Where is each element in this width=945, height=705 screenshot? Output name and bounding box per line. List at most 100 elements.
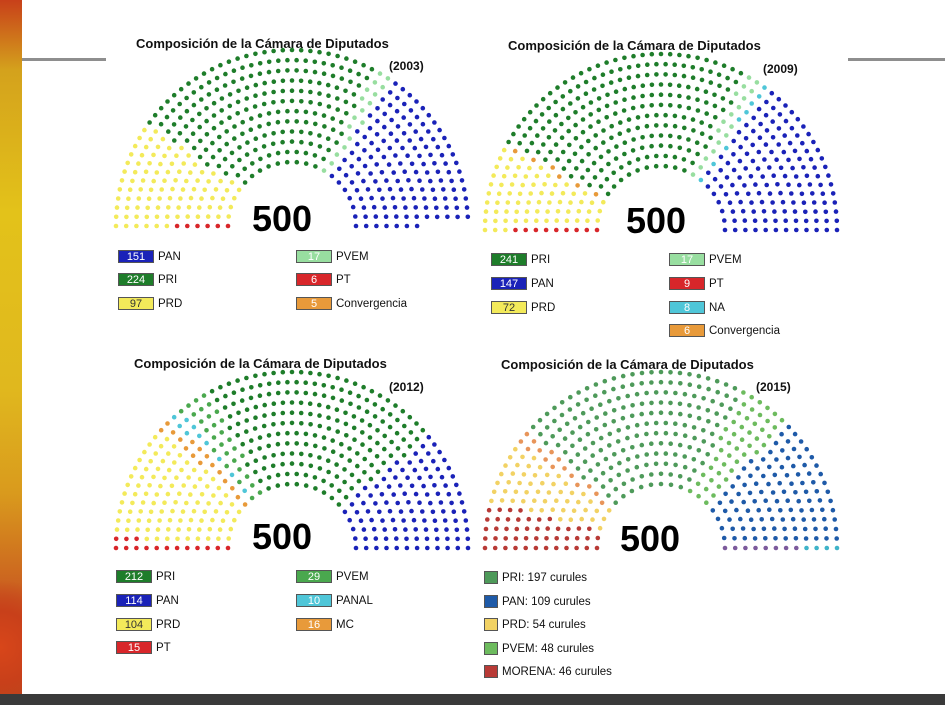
seat-pvem (708, 465, 714, 471)
seat-pri (275, 472, 281, 478)
seat-pri (401, 437, 407, 442)
seat-pri (321, 490, 327, 495)
seat-pan (718, 184, 724, 189)
seat-prd (144, 223, 149, 229)
seat-pri (224, 129, 229, 134)
seat-pan (394, 138, 400, 143)
seat-pvem (741, 402, 747, 407)
seat-pri (197, 124, 202, 130)
seat-pan (444, 205, 449, 210)
seat-pri (589, 406, 594, 412)
seat-pan (814, 463, 819, 468)
seat-pvem (214, 409, 220, 415)
seat-prd (583, 507, 588, 513)
seat-pri (634, 422, 640, 428)
seat-pri (622, 97, 627, 102)
seat-pan (355, 141, 360, 147)
seat-pri (321, 113, 327, 118)
seat-pvem (257, 490, 263, 495)
seat-pan (738, 144, 743, 150)
seat-pri (658, 379, 664, 385)
seat-pri (343, 99, 349, 105)
seat-pan (743, 166, 748, 171)
seat-pri (728, 100, 734, 105)
seat-prd (195, 214, 201, 219)
seat-pan (434, 527, 439, 533)
seat-pri (658, 481, 664, 487)
seat-prd (166, 527, 171, 532)
seat-pri (537, 417, 543, 423)
seat-pan (457, 169, 462, 174)
seat-pri (649, 400, 654, 406)
seat-pri (587, 66, 592, 72)
seat-pan (746, 191, 751, 197)
seat-pri (699, 120, 704, 125)
seat-pri (214, 87, 220, 92)
seat-pan (731, 138, 736, 144)
seat-pvem (724, 133, 729, 138)
seat-prd (155, 205, 161, 210)
seat-pri (696, 384, 702, 390)
seat-pan (801, 124, 806, 129)
seat-prd (146, 518, 152, 523)
seat-pri (649, 410, 654, 416)
seat-pan (788, 507, 794, 513)
seat-pri (555, 442, 561, 448)
seat-pri (204, 118, 209, 124)
seat-panal (229, 472, 235, 478)
seat-pan (748, 517, 754, 522)
seat-pan (730, 209, 736, 214)
seat-pan (450, 152, 456, 157)
seat-pan (417, 500, 422, 506)
seat-pvem (772, 425, 778, 430)
seat-prd (130, 178, 135, 184)
seat-pvem (754, 436, 760, 441)
seat-pvem (736, 104, 742, 110)
seat-pri (253, 82, 259, 88)
seat-pan (443, 161, 448, 166)
seat-pan (804, 148, 810, 154)
seat-pan (386, 162, 392, 167)
seat-pri (682, 422, 688, 428)
seat-pri (678, 381, 683, 386)
seat-pri (620, 448, 626, 453)
seat-pvem (723, 427, 729, 432)
seat-pt (533, 227, 539, 233)
seat-pt (154, 545, 159, 551)
seat-pvem (765, 405, 770, 411)
seat-pri (231, 79, 236, 85)
seat-pri (335, 96, 340, 101)
seat-pri (190, 131, 196, 136)
seat-pri (568, 459, 574, 464)
seat-prd (483, 209, 489, 214)
seat-pan (719, 525, 725, 531)
seat-morena (497, 507, 503, 513)
seat-pri (668, 472, 673, 477)
seat-pri (239, 76, 245, 81)
seat-pan (395, 124, 401, 129)
seat-prd (488, 182, 494, 187)
seat-prd (124, 214, 129, 220)
seat-pri (326, 426, 332, 431)
seat-pri (547, 119, 552, 124)
seat-other-orange (550, 464, 555, 470)
seat-pri (630, 403, 635, 408)
seat-pan (782, 209, 787, 214)
seat-prd (528, 481, 533, 487)
seat-pri (568, 88, 573, 94)
seat-prd (175, 214, 180, 220)
seat-pan (382, 124, 387, 130)
seat-pri (516, 124, 521, 129)
seat-pt (564, 227, 569, 233)
seat-pvem (211, 422, 217, 428)
seat-prd (542, 498, 548, 504)
seat-prd (177, 491, 182, 497)
seat-pan (356, 156, 362, 162)
seat-pan (756, 106, 762, 112)
seat-pri (634, 464, 640, 470)
seat-prd (114, 527, 120, 532)
seat-pan (377, 187, 382, 193)
legend-label-pvem: PVEM (336, 570, 369, 583)
seat-pri (242, 166, 247, 172)
seat-pri (372, 402, 378, 407)
